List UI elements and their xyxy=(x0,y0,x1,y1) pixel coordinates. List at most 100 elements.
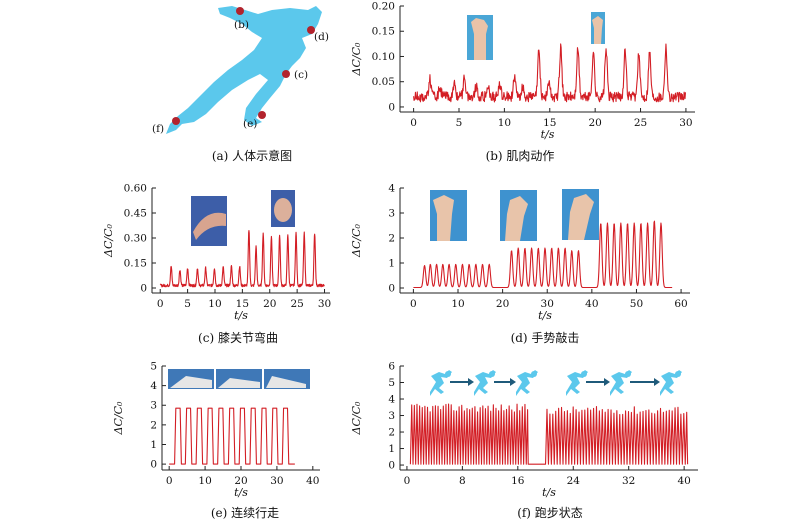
x-tick-label: 15 xyxy=(236,298,249,310)
x-tick-label: 30 xyxy=(679,117,692,129)
arrow-head-icon xyxy=(468,378,474,386)
insets-d xyxy=(430,189,599,241)
inset-fist-photo xyxy=(591,12,605,44)
y-tick-label: 0 xyxy=(150,459,157,471)
x-tick-label: 10 xyxy=(451,298,464,310)
series-line xyxy=(413,220,673,289)
x-axis-label: t/s xyxy=(542,486,556,499)
y-axis-label: ΔC/C₀ xyxy=(102,223,115,257)
runner-head xyxy=(289,11,311,33)
insets-e xyxy=(168,369,310,389)
series-line xyxy=(413,43,687,103)
y-tick-label: 0.05 xyxy=(372,76,395,88)
series-line xyxy=(159,229,325,288)
caption-f: (f) 跑步状态 xyxy=(517,506,583,520)
runner-head-icon xyxy=(581,371,587,377)
x-tick-label: 0 xyxy=(404,475,411,487)
y-tick-label: 2 xyxy=(388,427,395,439)
x-tick-label: 25 xyxy=(634,117,647,129)
arrow-head-icon xyxy=(654,378,660,386)
inset-foot-photo-1 xyxy=(168,369,214,389)
x-tick-label: 32 xyxy=(622,475,635,487)
y-tick-label: 0 xyxy=(388,283,395,295)
y-tick-label: 0.20 xyxy=(372,1,395,13)
y-tick-label: 0 xyxy=(388,101,395,113)
x-tick-label: 40 xyxy=(585,298,598,310)
point-label-b: (b) xyxy=(234,19,249,31)
x-tick-label: 5 xyxy=(184,298,191,310)
y-tick-label: 5 xyxy=(150,361,157,373)
runner-head-icon xyxy=(625,371,631,377)
x-tick-label: 20 xyxy=(496,298,509,310)
inset-foot-photo-2 xyxy=(216,369,262,389)
x-axis-label: t/s xyxy=(538,309,552,322)
x-tick-label: 10 xyxy=(498,117,511,129)
marker-c xyxy=(282,70,290,78)
y-tick-label: 3 xyxy=(388,410,395,422)
chart-c: 0 0.15 0.30 0.45 0.60 0 5 10 15 20 25 30 ΔC/C₀ t/s (c)… xyxy=(102,183,331,346)
x-axis-label: t/s xyxy=(234,486,248,499)
caption-e: (e) 连续行走 xyxy=(211,505,279,520)
y-tick-label: 4 xyxy=(388,183,395,195)
y-tick-label: 1 xyxy=(150,439,157,451)
x-tick-label: 10 xyxy=(208,298,221,310)
x-tick-label: 15 xyxy=(543,117,556,129)
x-tick-label: 30 xyxy=(541,298,554,310)
arrow-head-icon xyxy=(510,378,516,386)
y-tick-label: 1 xyxy=(388,258,395,270)
inset-hand-photo-3 xyxy=(562,189,599,240)
y-tick-label: 1 xyxy=(388,443,395,455)
y-tick-label: 4 xyxy=(150,380,157,392)
y-tick-label: 2 xyxy=(388,233,395,245)
insets-f xyxy=(430,370,682,396)
inset-foot-photo-3 xyxy=(264,369,310,389)
y-axis-label: ΔC/C₀ xyxy=(350,401,363,435)
y-tick-label: 3 xyxy=(150,400,157,412)
x-tick-label: 24 xyxy=(567,475,581,487)
insets-b xyxy=(467,12,605,60)
x-tick-label: 10 xyxy=(198,475,211,487)
point-label-c: (c) xyxy=(294,69,308,81)
point-label-e: (e) xyxy=(243,118,257,130)
runner-head-icon xyxy=(675,371,681,377)
caption-c: (c) 膝关节弯曲 xyxy=(198,330,278,345)
x-tick-label: 60 xyxy=(674,298,687,310)
y-tick-label: 0.45 xyxy=(124,208,147,220)
x-axis-label: t/s xyxy=(234,309,248,322)
y-tick-label: 6 xyxy=(388,361,395,373)
y-tick-label: 0.15 xyxy=(372,26,395,38)
y-tick-label: 5 xyxy=(388,377,395,389)
x-tick-label: 30 xyxy=(318,298,331,310)
x-tick-label: 5 xyxy=(456,117,463,129)
y-axis-label: ΔC/C₀ xyxy=(350,223,363,257)
marker-e xyxy=(258,111,266,119)
point-label-f: (f) xyxy=(152,123,164,135)
x-tick-label: 20 xyxy=(234,475,247,487)
x-tick-label: 8 xyxy=(459,475,466,487)
y-tick-label: 2 xyxy=(150,419,157,431)
y-tick-label: 4 xyxy=(388,394,395,406)
point-label-d: (d) xyxy=(314,31,329,43)
x-tick-label: 40 xyxy=(306,475,319,487)
marker-f xyxy=(172,117,180,125)
x-tick-label: 25 xyxy=(290,298,303,310)
chart-e: 0 1 2 3 4 5 0 10 20 30 40 ΔC/C₀ t/s (e) 连续行走 xyxy=(112,361,320,520)
marker-b xyxy=(236,7,244,15)
y-axis-label: ΔC/C₀ xyxy=(112,401,125,435)
x-tick-label: 16 xyxy=(511,475,525,487)
caption-a: (a) 人体示意图 xyxy=(212,148,292,163)
y-tick-label: 0.15 xyxy=(124,258,147,270)
x-tick-label: 0 xyxy=(166,475,173,487)
caption-d: (d) 手势敲击 xyxy=(511,330,580,345)
runner-head-icon xyxy=(489,371,495,377)
marker-d xyxy=(307,26,315,34)
y-tick-label: 0 xyxy=(140,283,147,295)
y-tick-label: 3 xyxy=(388,208,395,220)
x-tick-label: 50 xyxy=(630,298,643,310)
runner-head-icon xyxy=(531,371,537,377)
series-line xyxy=(409,403,689,465)
x-tick-label: 20 xyxy=(263,298,276,310)
chart-b: 0 0.05 0.10 0.15 0.20 0 5 10 15 20 25 30 ΔC/C₀ t/s (b)… xyxy=(350,1,695,163)
x-tick-label: 40 xyxy=(677,475,690,487)
